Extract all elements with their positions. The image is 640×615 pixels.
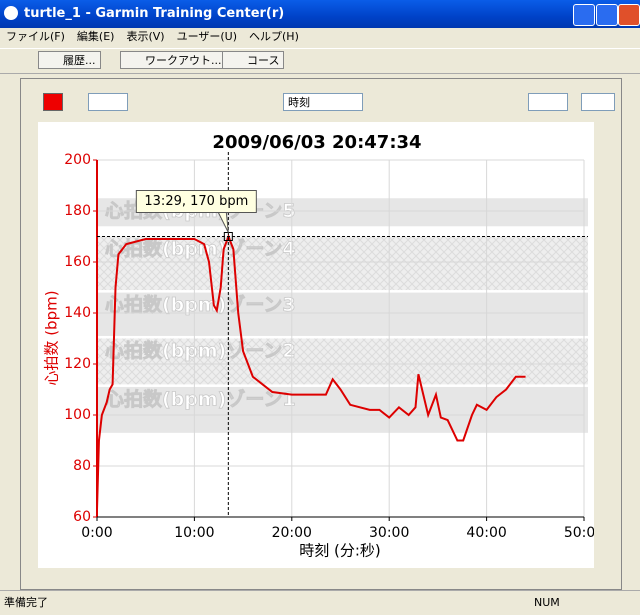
workout-button[interactable]: ワークアウト... bbox=[120, 51, 227, 69]
y-tick-label: 60 bbox=[73, 509, 91, 525]
maximize[interactable] bbox=[596, 4, 618, 26]
x-tick-label: 30:00 bbox=[369, 525, 409, 541]
select[interactable] bbox=[581, 93, 615, 111]
x-tick-label: 10:00 bbox=[174, 525, 214, 541]
status-bar: 準備完了 NUM bbox=[0, 590, 640, 615]
menu-item[interactable]: ユーザー(U) bbox=[176, 30, 237, 43]
y-tick-label: 100 bbox=[64, 407, 91, 423]
history-button[interactable]: 履歴... bbox=[38, 51, 101, 69]
y-tick-label: 160 bbox=[64, 254, 91, 270]
x-tick-label: 0:00 bbox=[81, 525, 112, 541]
menu-item[interactable]: ヘルプ(H) bbox=[249, 30, 299, 43]
tooltip-box bbox=[135, 190, 257, 213]
chart-title: 2009/06/03 20:47:34 bbox=[212, 132, 421, 153]
window-title: turtle_1 - Garmin Training Center(r) bbox=[24, 6, 285, 21]
y-tick-label: 200 bbox=[64, 152, 91, 168]
status-text: 準備完了 bbox=[4, 596, 48, 609]
x-tick-label: 20:00 bbox=[272, 525, 312, 541]
chart: 2009/06/03 20:47:34 時刻 (分:秒) 心拍数 (bpm) 心… bbox=[38, 122, 594, 568]
color-picker[interactable] bbox=[43, 93, 63, 111]
zone-band bbox=[97, 386, 588, 433]
zone-band bbox=[97, 292, 588, 336]
y-axis-label: 心拍数 (bpm) bbox=[43, 290, 61, 385]
y-tick-label: 140 bbox=[64, 305, 91, 321]
zone-label: 心拍数(bpm)ゾーン4 bbox=[105, 237, 296, 260]
menu-bar: ファイル(F) 編集(E) 表示(V) ユーザー(U) ヘルプ(H) bbox=[0, 28, 640, 46]
app-icon bbox=[4, 6, 18, 20]
course-button[interactable]: コース bbox=[222, 51, 285, 69]
x-axis-label: 時刻 (分:秒) bbox=[299, 542, 381, 560]
menu-item[interactable]: 編集(E) bbox=[76, 30, 115, 43]
heart-rate-line bbox=[96, 233, 526, 510]
y-tick-label: 180 bbox=[64, 203, 91, 219]
y-tick-label: 120 bbox=[64, 356, 91, 372]
num-indicator: NUM bbox=[534, 596, 560, 609]
zone-label: 心拍数(bpm)ゾーン1 bbox=[105, 387, 296, 410]
y-tick-label: 80 bbox=[73, 458, 91, 474]
zone-band bbox=[97, 338, 588, 385]
menu-item[interactable]: 表示(V) bbox=[126, 30, 165, 43]
x-axis-select[interactable]: 時刻 bbox=[283, 93, 363, 111]
zone-label: 心拍数(bpm)ゾーン2 bbox=[105, 339, 296, 362]
tooltip-text: 13:29, 170 bpm bbox=[144, 194, 248, 209]
zone-band bbox=[97, 236, 588, 291]
menu-item[interactable]: ファイル(F) bbox=[6, 30, 65, 43]
zone-label: 心拍数(bpm)ゾーン3 bbox=[105, 293, 296, 316]
toolbar: 履歴... ワークアウト... コース bbox=[0, 48, 640, 74]
title-bar: turtle_1 - Garmin Training Center(r) bbox=[0, 0, 640, 28]
x-tick-label: 40:00 bbox=[466, 525, 506, 541]
minimize[interactable] bbox=[573, 4, 595, 26]
select[interactable] bbox=[528, 93, 568, 111]
select[interactable] bbox=[88, 93, 128, 111]
close[interactable] bbox=[618, 4, 640, 26]
x-tick-label: 50:00 bbox=[564, 525, 594, 541]
